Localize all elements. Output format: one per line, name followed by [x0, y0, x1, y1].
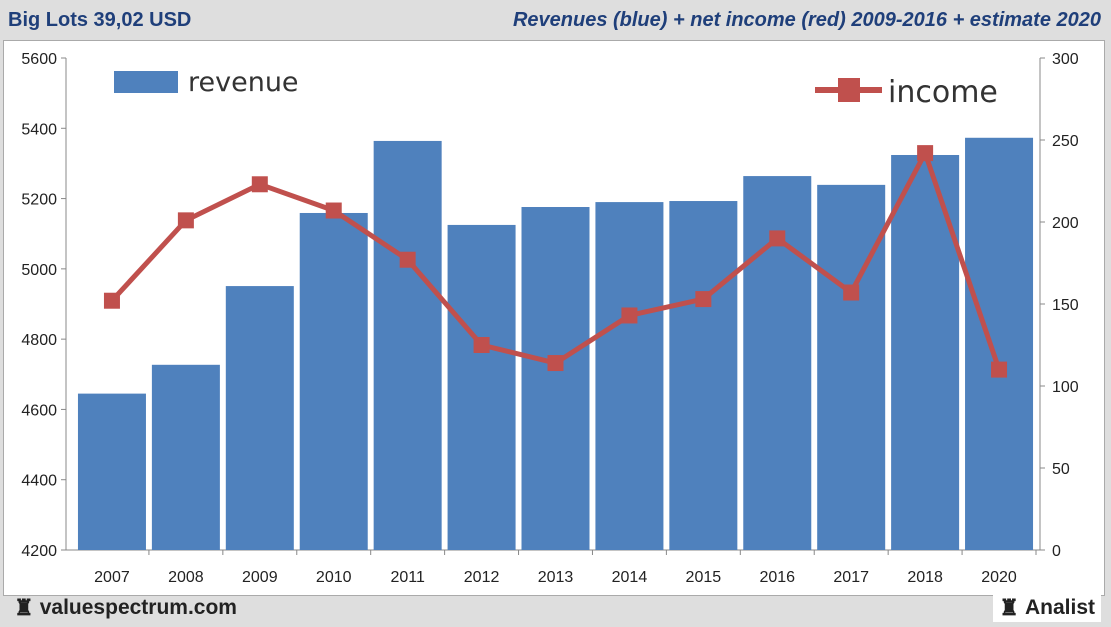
- income-marker: [103, 292, 120, 309]
- x-tick-label: 2013: [538, 569, 574, 586]
- income-marker: [769, 230, 786, 247]
- revenue-bar: [891, 154, 960, 550]
- x-tick-label: 2017: [833, 569, 869, 586]
- revenue-bar: [151, 364, 220, 550]
- left-tick-label: 4800: [21, 332, 57, 349]
- right-tick-label: 150: [1052, 297, 1079, 314]
- x-tick-label: 2010: [316, 569, 352, 586]
- revenue-bar: [373, 140, 442, 551]
- footer-brand-left: ♜ valuespectrum.com: [14, 596, 237, 620]
- x-tick-label: 2018: [907, 569, 943, 586]
- revenue-bar: [447, 224, 516, 550]
- right-tick-label: 0: [1052, 543, 1061, 560]
- left-tick-label: 5000: [21, 262, 57, 279]
- right-tick-label: 100: [1052, 379, 1079, 396]
- right-tick-label: 50: [1052, 461, 1070, 478]
- income-marker: [991, 361, 1008, 378]
- revenue-bar: [225, 286, 294, 550]
- income-marker: [177, 212, 194, 229]
- x-tick-label: 2016: [759, 569, 795, 586]
- income-marker: [325, 202, 342, 219]
- brand-right-text: Analist: [1024, 596, 1095, 619]
- legend-revenue-swatch: [114, 71, 178, 93]
- x-tick-label: 2015: [686, 569, 722, 586]
- revenue-bar: [77, 393, 146, 550]
- x-tick-label: 2007: [94, 569, 130, 586]
- income-marker: [251, 176, 268, 193]
- income-marker: [695, 291, 712, 308]
- right-tick-label: 250: [1052, 133, 1079, 150]
- rook-icon: ♜: [14, 595, 34, 620]
- x-tick-label: 2014: [612, 569, 648, 586]
- left-tick-label: 4400: [21, 473, 57, 490]
- revenue-bar: [299, 212, 368, 551]
- left-tick-label: 4200: [21, 543, 57, 560]
- legend-income-label: income: [888, 75, 998, 110]
- left-tick-label: 5600: [21, 51, 57, 68]
- income-marker: [917, 145, 934, 162]
- revenue-bar: [521, 207, 590, 550]
- x-tick-label: 2008: [168, 569, 204, 586]
- right-tick-label: 300: [1052, 51, 1079, 68]
- revenue-bar: [595, 202, 664, 551]
- brand-left-text: valuespectrum.com: [39, 596, 237, 619]
- legend-revenue-label: revenue: [188, 67, 299, 98]
- income-marker: [547, 355, 564, 372]
- left-tick-label: 4600: [21, 402, 57, 419]
- x-tick-label: 2020: [981, 569, 1017, 586]
- rook-icon: ♜: [999, 595, 1019, 620]
- x-tick-label: 2012: [464, 569, 500, 586]
- chart-subtitle: Revenues (blue) + net income (red) 2009-…: [512, 9, 1101, 31]
- left-tick-label: 5400: [21, 121, 57, 138]
- income-marker: [843, 284, 860, 301]
- income-marker: [621, 307, 638, 324]
- left-tick-label: 5200: [21, 192, 57, 209]
- revenue-bar: [817, 184, 886, 550]
- revenue-bar: [669, 201, 738, 550]
- chart-title: Big Lots 39,02 USD: [8, 9, 192, 31]
- legend-income-marker: [838, 78, 860, 102]
- income-marker: [399, 251, 416, 268]
- x-tick-label: 2011: [390, 569, 425, 586]
- x-tick-label: 2009: [242, 569, 278, 586]
- revenue-bar: [965, 137, 1034, 550]
- footer-brand-right: ♜ Analist: [993, 594, 1101, 622]
- income-marker: [473, 337, 490, 353]
- right-tick-label: 200: [1052, 215, 1079, 232]
